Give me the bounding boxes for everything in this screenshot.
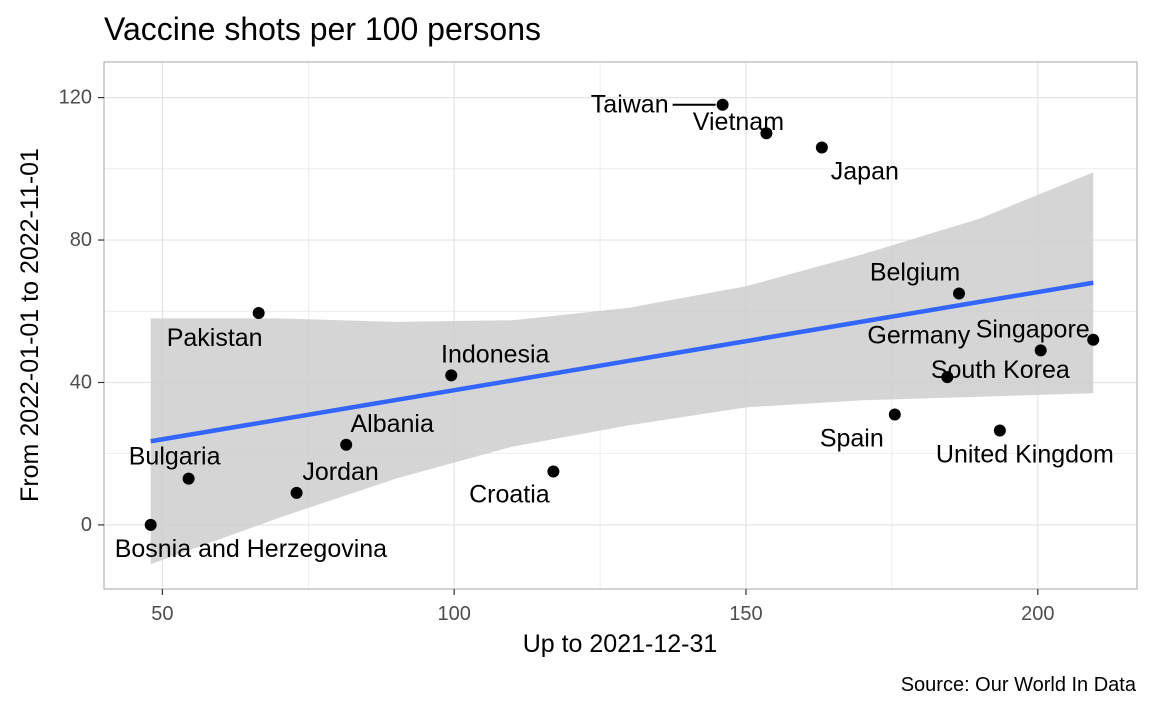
point-vietnam [760,127,773,140]
label-united-kingdom: United Kingdom [936,441,1114,469]
point-united-kingdom [993,424,1006,437]
label-albania: Albania [350,410,433,438]
point-singapore [1034,344,1047,357]
label-jordan: Jordan [302,458,378,486]
label-bosnia-and-herzegovina: Bosnia and Herzegovina [115,535,387,563]
point-belgium [952,287,965,300]
y-tick-label: 0 [81,514,92,536]
label-singapore: Singapore [976,315,1090,343]
point-croatia [547,465,560,478]
x-tick-label: 200 [1021,603,1054,625]
label-indonesia: Indonesia [441,340,550,368]
trend-line [150,280,1094,444]
x-tick-label: 100 [437,603,470,625]
label-bulgaria: Bulgaria [129,443,221,471]
y-tick-label: 80 [70,229,92,251]
x-axis: 50 100 150 200 [151,589,1054,625]
label-belgium: Belgium [870,258,960,286]
y-axis: 0 40 80 120 [59,87,104,536]
chart-title: Vaccine shots per 100 persons [104,11,541,47]
label-japan: Japan [831,157,899,185]
data-points [144,98,1100,531]
x-axis-title: Up to 2021-12-31 [523,630,718,658]
y-axis-title: From 2022-01-01 to 2022-11-01 [16,148,44,502]
point-taiwan [716,98,729,111]
panel-border [103,61,1138,590]
point-spain [888,408,901,421]
point-pakistan [252,307,265,320]
label-vietnam: Vietnam [693,108,784,136]
point-jordan [290,486,303,499]
y-tick-label: 40 [70,371,92,393]
point-bulgaria [182,472,195,485]
point-labels: Bosnia and Herzegovina Bulgaria Pakistan Jo… [115,91,1114,563]
point-albania [340,438,353,451]
point-indonesia [445,369,458,382]
x-tick-label: 150 [729,603,762,625]
point-south-korea [941,371,954,384]
point-bosnia-and-herzegovina [144,518,157,531]
label-pakistan: Pakistan [167,324,263,352]
source-caption: Source: Our World In Data [901,674,1137,696]
label-germany: Germany [867,322,970,350]
label-croatia: Croatia [469,480,550,508]
x-tick-label: 50 [151,603,173,625]
plot-panel: Bosnia and Herzegovina Bulgaria Pakistan Jo… [103,61,1138,590]
label-spain: Spain [820,425,884,453]
point-germany [1087,333,1100,346]
point-japan [815,141,828,154]
y-tick-label: 120 [59,87,92,109]
label-south-korea: South Korea [931,356,1070,384]
label-taiwan: Taiwan [591,91,669,119]
confidence-band [150,172,1094,565]
